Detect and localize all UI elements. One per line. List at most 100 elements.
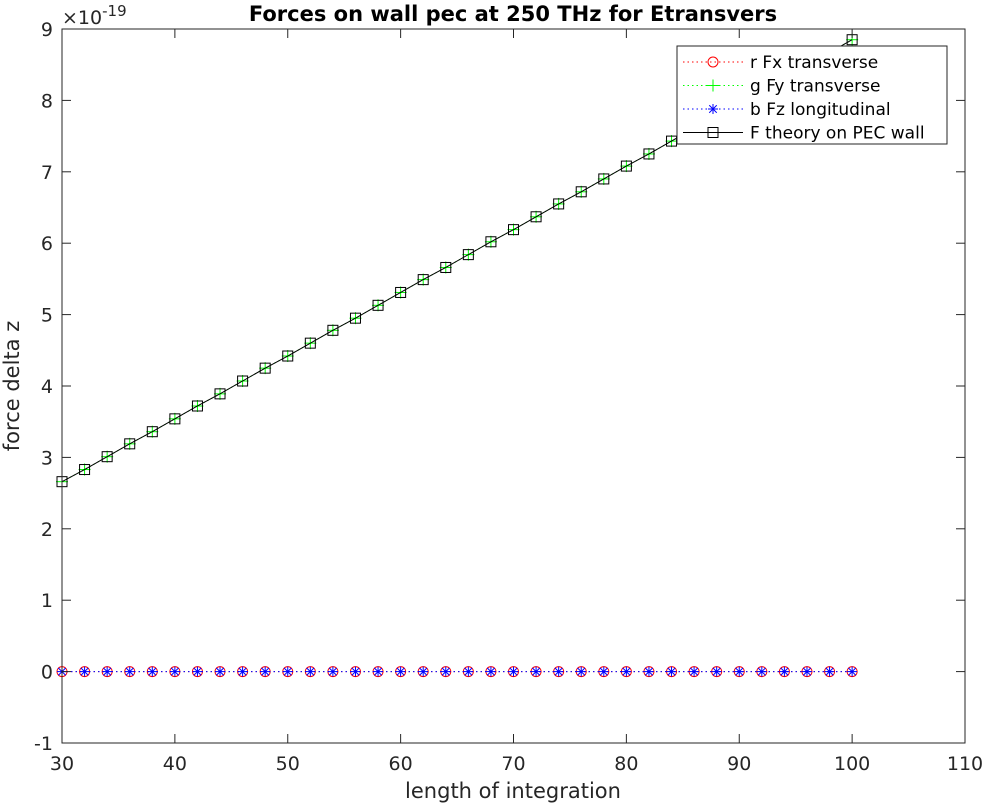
data-point: [531, 666, 542, 677]
data-point: [440, 666, 451, 677]
data-point: [485, 236, 497, 248]
data-point: [598, 173, 610, 185]
marker-stroke: [644, 667, 654, 676]
data-point: [530, 211, 542, 223]
data-point: [102, 666, 113, 677]
data-point: [215, 666, 226, 677]
data-point: [169, 413, 181, 425]
data-point: [847, 666, 858, 677]
y-tick-label: 3: [41, 447, 53, 469]
data-point: [327, 324, 339, 336]
marker-stroke: [441, 667, 450, 676]
y-tick-label: 9: [41, 19, 53, 41]
marker-stroke: [802, 667, 812, 676]
marker-stroke: [531, 667, 541, 676]
data-point: [485, 666, 496, 677]
data-point: [147, 666, 158, 677]
data-point: [508, 666, 519, 677]
legend-entry: b Fz longitudinal: [683, 100, 891, 120]
marker-stroke: [708, 104, 718, 114]
data-point: [260, 666, 271, 677]
data-point: [237, 666, 248, 677]
x-axis-label: length of integration: [405, 779, 621, 803]
marker-stroke: [689, 667, 699, 676]
marker-stroke: [486, 667, 496, 676]
data-point: [418, 666, 429, 677]
data-point: [779, 666, 790, 677]
data-point: [734, 666, 745, 677]
data-point: [463, 666, 474, 677]
y-tick-label: 2: [41, 519, 53, 541]
data-point: [395, 286, 407, 298]
data-point: [372, 299, 384, 311]
data-point: [349, 312, 361, 324]
data-point: [214, 388, 226, 400]
series-2: [57, 666, 858, 677]
data-point: [643, 666, 654, 677]
legend-entries: r Fx transverse g Fy transverse b Fz longi…: [683, 53, 925, 144]
data-point: [350, 666, 361, 677]
data-point: [440, 261, 452, 273]
y-tick-label: -1: [34, 733, 53, 755]
marker-stroke: [148, 667, 157, 676]
x-tick-label: 40: [163, 753, 187, 775]
data-point: [192, 666, 203, 677]
data-point: [621, 666, 632, 677]
legend-marker: [707, 127, 719, 138]
data-point: [259, 362, 271, 374]
marker-stroke: [757, 667, 766, 676]
legend-entry: F theory on PEC wall: [683, 124, 925, 144]
legend-label: g Fy transverse: [750, 77, 880, 97]
marker-stroke: [328, 667, 338, 676]
data-point: [237, 375, 249, 387]
marker-stroke: [780, 667, 789, 676]
marker-stroke: [103, 667, 112, 676]
marker-stroke: [825, 667, 834, 676]
data-point: [575, 186, 587, 198]
data-point: [643, 148, 655, 160]
marker-stroke: [464, 667, 473, 676]
x-tick-label: 90: [727, 753, 751, 775]
data-point: [711, 666, 722, 677]
y-tick-label: 7: [41, 162, 53, 184]
y-tick-label: 0: [41, 662, 53, 684]
data-point: [553, 666, 564, 677]
y-tick-label: 5: [41, 305, 53, 327]
data-point: [79, 666, 90, 677]
marker-stroke: [261, 667, 270, 676]
data-point: [79, 464, 91, 476]
chart-title: Forces on wall pec at 250 THz for Etrans…: [249, 2, 777, 26]
marker-stroke: [848, 667, 857, 676]
marker-stroke: [170, 667, 179, 676]
x-tick-label: 50: [276, 753, 300, 775]
marker-stroke: [599, 667, 608, 676]
y-tick-label: 4: [41, 376, 53, 398]
data-point: [282, 350, 294, 362]
data-point: [282, 666, 293, 677]
y-axis-label: force delta z: [0, 321, 24, 451]
data-point: [824, 666, 835, 677]
legend-label: b Fz longitudinal: [750, 100, 891, 120]
legend-label: r Fx transverse: [750, 53, 878, 73]
marker-stroke: [554, 667, 563, 676]
marker-stroke: [735, 667, 744, 676]
data-point: [395, 666, 406, 677]
data-point: [689, 666, 700, 677]
marker-stroke: [622, 667, 631, 676]
data-point: [553, 198, 565, 210]
data-point: [327, 666, 338, 677]
marker-stroke: [396, 667, 405, 676]
x-tick-label: 70: [501, 753, 525, 775]
marker-stroke: [509, 667, 518, 676]
data-point: [508, 224, 519, 236]
data-point: [598, 666, 609, 677]
y-tick-label: 6: [41, 233, 53, 255]
data-point: [801, 666, 812, 677]
data-point: [169, 666, 180, 677]
marker-stroke: [712, 667, 721, 676]
plot-area: [62, 29, 965, 743]
data-point: [373, 666, 384, 677]
x-tick-label: 100: [834, 753, 870, 775]
marker-stroke: [238, 667, 247, 676]
